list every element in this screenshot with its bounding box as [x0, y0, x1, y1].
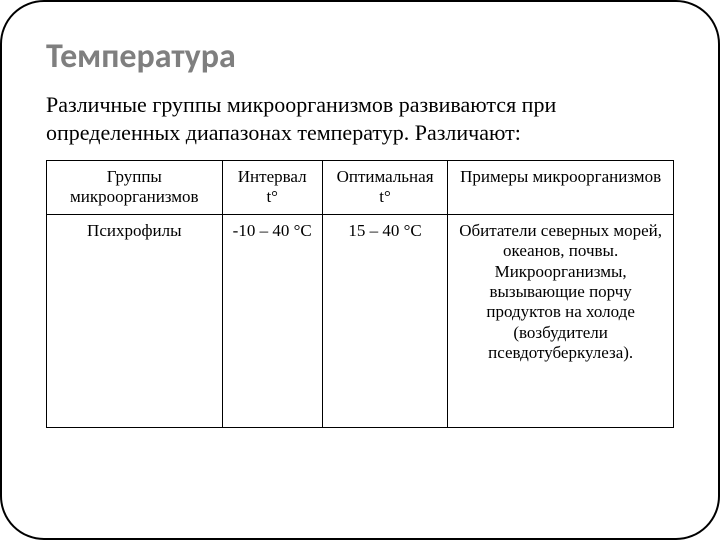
slide-title: Температура [46, 36, 674, 77]
slide-frame: Температура Различные группы микрооргани… [0, 0, 720, 540]
intro-paragraph: Различные группы микроорганизмов развива… [46, 91, 674, 146]
cell-examples: Обитатели северных морей, океанов, почвы… [448, 214, 674, 427]
col-header-examples: Примеры микроорганизмов [448, 161, 674, 215]
cell-interval: -10 – 40 °С [222, 214, 322, 427]
col-header-groups: Группы микроорганизмов [47, 161, 223, 215]
table-row: Психрофилы -10 – 40 °С 15 – 40 °С Обитат… [47, 214, 674, 427]
col-header-optimal: Оптимальная t° [322, 161, 447, 215]
cell-optimal: 15 – 40 °С [322, 214, 447, 427]
col-header-interval: Интервал t° [222, 161, 322, 215]
temperature-table: Группы микроорганизмов Интервал t° Оптим… [46, 160, 674, 428]
cell-group: Психрофилы [47, 214, 223, 427]
table-header-row: Группы микроорганизмов Интервал t° Оптим… [47, 161, 674, 215]
